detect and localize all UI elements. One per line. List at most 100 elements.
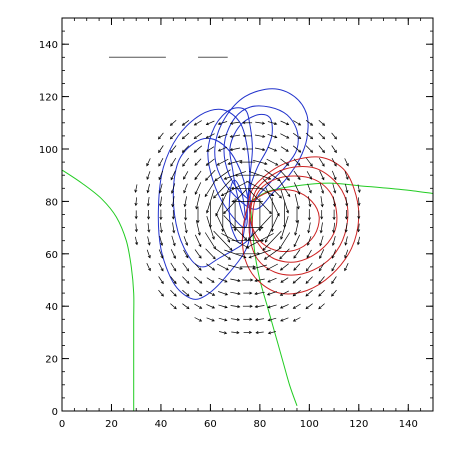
vector-arrow-head — [193, 122, 198, 126]
vector-arrow — [215, 186, 230, 217]
vector-arrow-head — [331, 293, 335, 297]
positive-contour — [251, 175, 338, 263]
vector-arrow — [230, 278, 241, 282]
vector-arrow-head — [242, 121, 246, 125]
vector-arrow — [293, 234, 301, 247]
vector-arrow — [279, 179, 291, 197]
vector-arrow-head — [266, 292, 271, 296]
vector-arrow — [345, 183, 348, 193]
y-tick-label: 140 — [39, 40, 58, 51]
vector-arrow — [267, 121, 277, 125]
vector-arrow-head — [331, 242, 335, 247]
vector-arrow-head — [198, 255, 202, 259]
vector-arrow — [267, 304, 277, 308]
vector-arrow-head — [333, 136, 337, 140]
vector-arrow-head — [248, 330, 253, 334]
vector-arrow-head — [172, 242, 176, 247]
vector-arrow-head — [263, 256, 268, 260]
vector-arrow — [267, 277, 277, 283]
vector-arrow-head — [280, 236, 284, 240]
y-tick-label: 20 — [45, 355, 58, 366]
vector-arrow — [262, 230, 282, 251]
vector-arrow-head — [183, 190, 187, 194]
vector-arrow — [146, 263, 151, 271]
vector-arrow — [194, 290, 203, 297]
vector-arrow-head — [211, 293, 216, 296]
negative-contour — [172, 137, 253, 268]
vector-arrow — [170, 119, 177, 126]
vector-arrow-head — [331, 255, 335, 259]
vector-arrow-head — [215, 213, 219, 217]
vector-arrow-head — [230, 186, 235, 190]
vector-arrow — [182, 276, 190, 284]
vector-arrow-head — [146, 216, 151, 220]
vector-arrow-head — [134, 189, 138, 193]
vector-arrow-head — [217, 135, 221, 139]
vector-arrow-head — [305, 280, 309, 284]
vector-arrow — [280, 146, 289, 152]
x-tick-label: 140 — [399, 419, 418, 430]
vector-arrow-head — [193, 136, 197, 140]
vector-arrow — [294, 193, 300, 209]
vector-arrow-head — [297, 122, 302, 126]
vector-arrow-head — [260, 226, 264, 230]
vector-arrow — [305, 276, 313, 284]
vector-arrow-head — [287, 193, 291, 198]
vector-arrow-head — [278, 195, 282, 199]
vector-arrow-head — [173, 255, 176, 259]
vector-arrow-head — [199, 280, 203, 284]
vector-arrow — [280, 277, 289, 283]
vector-arrow-head — [293, 243, 297, 248]
vector-arrow-head — [158, 149, 162, 154]
vector-arrow-head — [307, 217, 311, 221]
vector-arrow-head — [147, 229, 151, 233]
vector-arrow — [306, 157, 313, 167]
vector-arrow-head — [321, 122, 326, 126]
vector-arrow — [194, 132, 203, 139]
vector-arrow — [292, 145, 301, 153]
vector-arrow-head — [234, 173, 238, 177]
vector-arrow-head — [255, 331, 259, 335]
vector-arrow — [219, 331, 227, 334]
vector-arrow — [306, 262, 313, 272]
vector-arrow — [228, 264, 243, 270]
vector-arrow — [345, 196, 348, 206]
vector-arrow — [213, 230, 233, 251]
vector-arrow — [194, 182, 202, 195]
vector-arrow-head — [185, 255, 189, 259]
vector-arrow-head — [160, 268, 164, 272]
vector-arrow — [146, 171, 151, 180]
vector-arrow-head — [286, 177, 290, 181]
vector-arrow — [293, 249, 301, 259]
vector-arrow-head — [345, 163, 349, 167]
vector-arrow — [293, 182, 301, 195]
vector-arrow-head — [211, 318, 215, 322]
vector-arrow — [182, 262, 189, 272]
vector-arrow — [318, 119, 325, 126]
vector-arrow — [230, 147, 241, 151]
vector-arrow-head — [224, 292, 229, 296]
vector-arrow — [344, 263, 349, 271]
vector-arrow-head — [297, 176, 301, 181]
vector-arrow-head — [357, 229, 361, 233]
vector-arrow-head — [318, 293, 322, 297]
vector-arrow — [262, 178, 282, 199]
vector-arrow-head — [321, 149, 325, 154]
vector-arrow — [344, 249, 349, 258]
vector-arrow — [345, 223, 348, 233]
vector-arrow-head — [309, 176, 312, 180]
vector-arrow — [319, 170, 325, 180]
vector-arrow — [217, 263, 229, 271]
vector-arrow-head — [247, 237, 252, 241]
vector-arrow — [318, 145, 325, 153]
vector-arrow — [318, 289, 325, 297]
neutral-line — [61, 169, 135, 411]
vector-arrow — [279, 169, 290, 181]
vector-arrow-head — [147, 255, 151, 259]
vector-arrow-head — [344, 267, 348, 272]
vector-arrow — [266, 158, 278, 166]
vector-arrow — [305, 145, 313, 153]
vector-arrow-head — [279, 293, 284, 296]
vector-arrow-head — [280, 279, 284, 283]
